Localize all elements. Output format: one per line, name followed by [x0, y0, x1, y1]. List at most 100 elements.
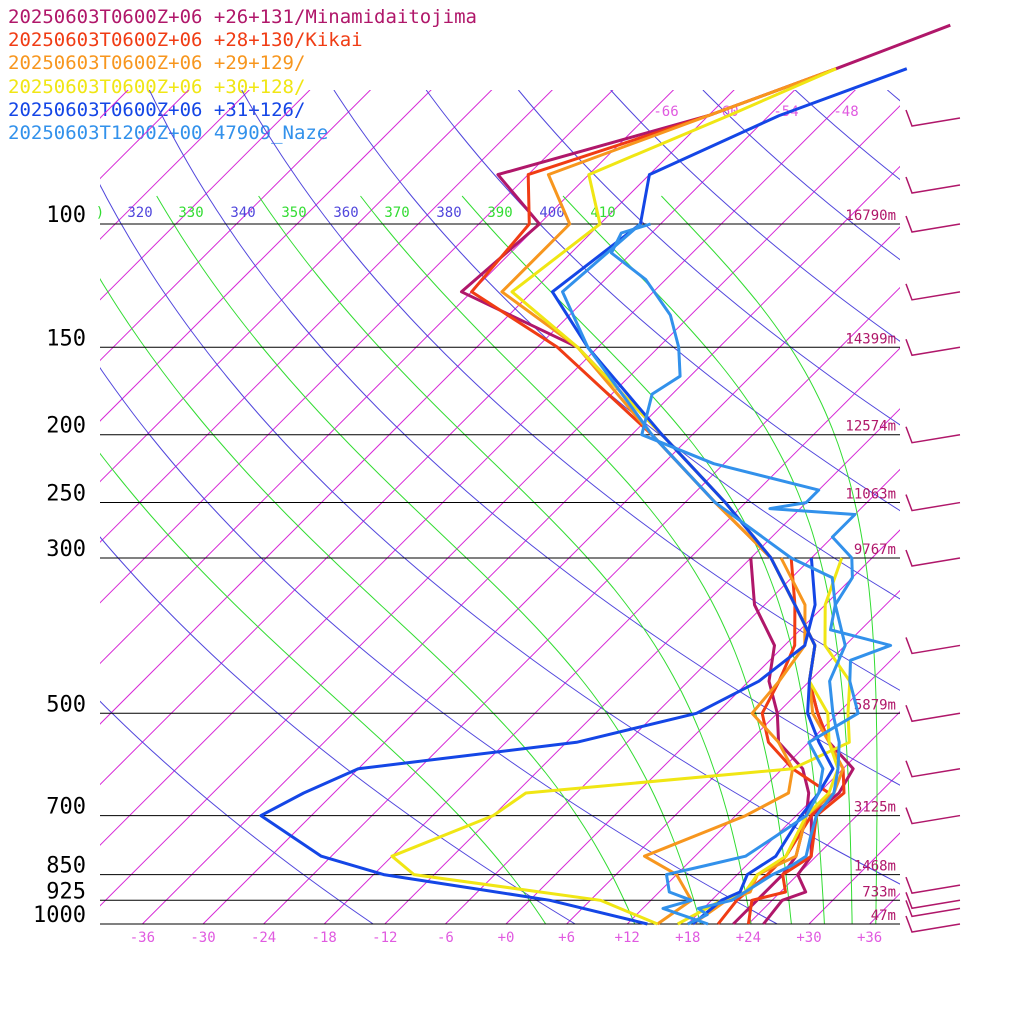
- pressure-label: 850: [46, 854, 86, 879]
- wind-barb: [905, 426, 961, 444]
- pressure-label: 100: [46, 203, 86, 228]
- legend-entry: 20250603T0600Z+06 +30+128/: [8, 75, 306, 98]
- isotherm: [100, 90, 190, 180]
- isotherm: [100, 90, 372, 362]
- pressure-label: 500: [46, 692, 86, 717]
- isotherm: [505, 529, 900, 924]
- legend-entry: 20250603T1200Z+00 47909_Naze: [8, 122, 329, 145]
- wind-barb: [905, 900, 961, 918]
- isotherm: [0, 0, 30, 924]
- pressure-label: 150: [46, 326, 86, 351]
- dry-adiabat: [100, 367, 778, 924]
- height-label: 733m: [862, 884, 896, 900]
- wind-barb: [905, 760, 961, 778]
- isotherm: [991, 0, 1024, 924]
- dry-adiabat: [148, 90, 900, 786]
- grid: [0, 0, 1024, 924]
- adiabat-label: 370: [384, 205, 409, 221]
- wind-barb: [905, 283, 961, 301]
- isotherm: [445, 468, 900, 924]
- moist-adiabat: [258, 195, 752, 924]
- height-label: 14399m: [845, 331, 896, 347]
- isotherm: [100, 90, 129, 119]
- temperature-tick-label: +6: [558, 930, 575, 946]
- temperature-tick-label: -18: [312, 930, 337, 946]
- height-label: 3125m: [854, 800, 896, 816]
- isotherm: [687, 711, 900, 924]
- temperature-tick-label: +24: [736, 930, 761, 946]
- legend-entry: 20250603T0600Z+06 +26+131/Minamidaitojim…: [8, 6, 477, 28]
- legend-entry: 20250603T0600Z+06 +28+130/Kikai: [8, 29, 363, 52]
- isotherm: [566, 589, 900, 924]
- wind-barb: [905, 494, 961, 512]
- dewpoint-trace-yellow: [390, 557, 852, 926]
- temperature-tick-label: -24: [251, 930, 276, 946]
- wind-barb: [905, 176, 961, 194]
- temperature-trace-orange: [500, 67, 845, 926]
- dry-adiabat: [610, 90, 900, 342]
- adiabat-label: 380: [436, 205, 461, 221]
- wind-barb: [905, 915, 961, 933]
- temperature-tick-label: +0: [498, 930, 515, 946]
- height-label: 9767m: [854, 542, 896, 558]
- pressure-label: 300: [46, 537, 86, 562]
- wind-barb: [905, 549, 961, 567]
- moist-adiabat: [461, 195, 825, 924]
- temperature-tick-label: +36: [857, 930, 882, 946]
- isotherm: [100, 90, 311, 301]
- moist-adiabat: [562, 195, 853, 924]
- isotherm-label: -48: [833, 104, 858, 120]
- wind-barb: [905, 215, 961, 233]
- adiabat-label: 410: [590, 205, 615, 221]
- wind-barb: [905, 876, 961, 894]
- dewpoint-trace-blue: [259, 557, 817, 926]
- adiabat-label: 320: [127, 205, 152, 221]
- temperature-trace-blue: [550, 67, 908, 926]
- moist-adiabat: [100, 452, 547, 924]
- dry-adiabat: [980, 90, 1024, 924]
- legend-entry: 20250603T0600Z+06 +31+126/: [8, 98, 306, 121]
- height-label: 12574m: [845, 419, 896, 435]
- temperature-tick-label: -12: [372, 930, 397, 946]
- isotherm: [930, 0, 1024, 924]
- moist-adiabat: [100, 278, 636, 924]
- isotherm: [100, 90, 735, 725]
- wind-barb: [905, 339, 961, 357]
- dry-adiabat: [100, 700, 374, 924]
- pressure-label: 700: [46, 795, 86, 820]
- temperature-tick-label: +30: [796, 930, 821, 946]
- wind-barb: [905, 807, 961, 825]
- adiabat-label: 360: [333, 205, 358, 221]
- wind-barb: [905, 892, 961, 910]
- pressure-label: 250: [46, 482, 86, 507]
- temperature-tick-label: +12: [615, 930, 640, 946]
- temperature-tick-label: -30: [190, 930, 215, 946]
- height-label: 11063m: [845, 487, 896, 503]
- moist-adiabat: [360, 195, 792, 924]
- height-label: 1468m: [854, 859, 896, 875]
- isotherm: [626, 650, 900, 924]
- dewpoint-trace-Naze: [609, 222, 893, 926]
- dry-adiabat: [518, 90, 900, 426]
- height-label: 5879m: [854, 697, 896, 713]
- wind-barb: [905, 705, 961, 723]
- moist-adiabat: [156, 195, 701, 924]
- isotherm: [0, 0, 151, 924]
- adiabat-label: 330: [178, 205, 203, 221]
- isotherm: [808, 832, 900, 924]
- temperature-tick-label: +18: [675, 930, 700, 946]
- isotherm: [869, 892, 900, 924]
- adiabat-label: 340: [230, 205, 255, 221]
- dry-adiabat: [887, 90, 900, 102]
- adiabat-label: 390: [487, 205, 512, 221]
- adiabat-label: 400: [539, 205, 564, 221]
- isotherm: [100, 90, 796, 786]
- wind-barb: [905, 637, 961, 655]
- dry-adiabat: [702, 90, 900, 261]
- height-label: 16790m: [845, 208, 896, 224]
- isotherm: [0, 0, 91, 924]
- height-label: 47m: [871, 908, 896, 924]
- pressure-label: 1000: [33, 903, 86, 928]
- isotherm: [100, 90, 250, 240]
- temperature-tick-label: -6: [437, 930, 454, 946]
